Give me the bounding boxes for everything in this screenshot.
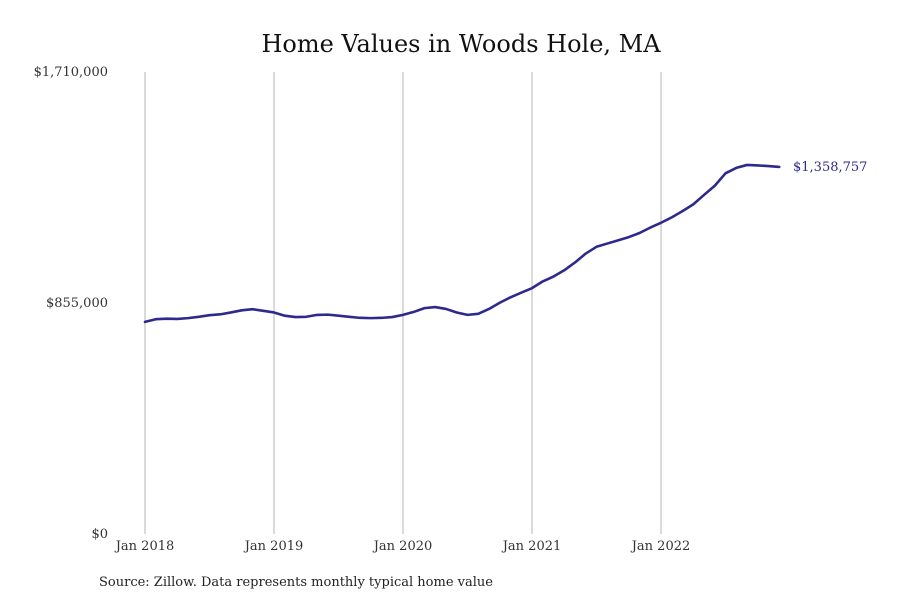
data-point xyxy=(251,308,253,310)
grid-lines xyxy=(144,72,662,534)
data-point xyxy=(703,194,705,196)
chart-title: Home Values in Woods Hole, MA xyxy=(261,30,661,58)
data-point xyxy=(230,311,232,313)
data-point xyxy=(649,226,651,228)
data-point xyxy=(316,314,318,316)
series-layer xyxy=(143,163,781,324)
data-point xyxy=(434,306,436,308)
data-point xyxy=(735,167,737,169)
data-point xyxy=(370,317,372,319)
x-tick-label: Jan 2019 xyxy=(243,539,304,554)
data-point xyxy=(155,318,157,320)
y-tick-label: $0 xyxy=(91,527,108,542)
data-point xyxy=(531,287,533,289)
x-axis-ticks: Jan 2018 Jan 2019 Jan 2020 Jan 2021 Jan 2022 xyxy=(114,539,691,554)
data-point xyxy=(176,318,178,320)
data-point xyxy=(692,203,694,205)
last-value-label: $1,358,757 xyxy=(793,160,867,175)
data-point xyxy=(219,313,221,315)
data-point xyxy=(509,296,511,298)
data-point xyxy=(499,302,501,304)
data-point xyxy=(305,316,307,318)
data-point xyxy=(294,316,296,318)
y-tick-label: $855,000 xyxy=(46,296,108,311)
data-point xyxy=(617,239,619,241)
data-point xyxy=(402,314,404,316)
data-point xyxy=(327,313,329,315)
data-point xyxy=(348,316,350,318)
data-point xyxy=(574,261,576,263)
data-point xyxy=(413,311,415,313)
data-point xyxy=(606,242,608,244)
data-point xyxy=(660,222,662,224)
data-point xyxy=(563,269,565,271)
data-point xyxy=(456,311,458,313)
x-tick-label: Jan 2022 xyxy=(630,539,691,554)
data-point xyxy=(746,164,748,166)
x-tick-label: Jan 2021 xyxy=(501,539,562,554)
data-point xyxy=(477,313,479,315)
data-point xyxy=(714,185,716,187)
data-point xyxy=(284,314,286,316)
data-point xyxy=(681,210,683,212)
data-point xyxy=(391,316,393,318)
x-tick-label: Jan 2018 xyxy=(114,539,175,554)
data-point xyxy=(778,166,780,168)
data-point xyxy=(488,308,490,310)
series-line xyxy=(143,163,781,324)
source-note: Source: Zillow. Data represents monthly … xyxy=(99,575,493,590)
data-point xyxy=(380,317,382,319)
data-point xyxy=(466,314,468,316)
data-point xyxy=(208,314,210,316)
y-axis-ticks: $0 $855,000 $1,710,000 xyxy=(34,65,108,542)
data-point xyxy=(757,164,759,166)
data-point xyxy=(423,307,425,309)
data-point xyxy=(273,311,275,313)
data-point xyxy=(445,308,447,310)
data-point xyxy=(241,309,243,311)
data-point xyxy=(638,232,640,234)
data-point xyxy=(359,317,361,319)
data-point xyxy=(585,252,587,254)
data-point xyxy=(767,165,769,167)
data-point xyxy=(628,236,630,238)
data-point xyxy=(144,321,146,323)
data-point xyxy=(724,172,726,174)
data-point xyxy=(262,310,264,312)
y-tick-label: $1,710,000 xyxy=(34,65,108,80)
data-point xyxy=(552,275,554,277)
data-point xyxy=(595,246,597,248)
data-point xyxy=(337,314,339,316)
data-point xyxy=(542,280,544,282)
data-point xyxy=(165,317,167,319)
data-point xyxy=(520,292,522,294)
data-point xyxy=(198,316,200,318)
data-point xyxy=(671,216,673,218)
x-tick-label: Jan 2020 xyxy=(372,539,433,554)
data-point xyxy=(187,317,189,319)
